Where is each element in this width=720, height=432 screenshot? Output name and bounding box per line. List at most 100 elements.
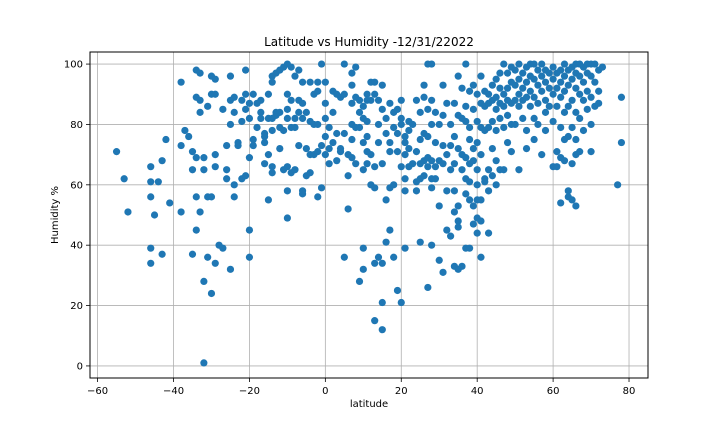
data-point bbox=[538, 60, 546, 68]
data-point bbox=[545, 102, 553, 110]
data-point bbox=[454, 223, 462, 231]
data-point bbox=[177, 141, 185, 150]
data-point bbox=[348, 135, 356, 144]
data-point bbox=[382, 129, 390, 138]
data-point bbox=[458, 166, 466, 174]
data-point bbox=[420, 93, 428, 101]
data-point bbox=[443, 187, 451, 195]
data-point bbox=[598, 63, 607, 71]
data-point bbox=[496, 84, 504, 92]
data-point bbox=[522, 78, 531, 86]
data-point bbox=[560, 72, 569, 80]
data-point bbox=[219, 105, 227, 113]
data-point bbox=[333, 129, 341, 138]
data-point bbox=[333, 157, 341, 165]
data-point bbox=[557, 66, 565, 74]
data-point bbox=[245, 226, 254, 234]
data-point bbox=[545, 84, 553, 92]
data-point bbox=[223, 166, 231, 174]
data-point bbox=[283, 187, 291, 195]
data-point bbox=[503, 138, 512, 147]
data-point bbox=[500, 123, 508, 132]
data-point bbox=[329, 108, 337, 116]
data-point bbox=[614, 181, 622, 189]
data-point bbox=[465, 123, 474, 132]
data-point bbox=[435, 256, 443, 264]
data-point bbox=[477, 196, 485, 204]
data-point bbox=[386, 148, 394, 156]
data-point bbox=[302, 144, 310, 153]
data-point bbox=[500, 102, 508, 110]
data-point bbox=[166, 199, 174, 207]
data-point bbox=[450, 187, 459, 195]
data-point bbox=[576, 114, 584, 123]
data-point bbox=[541, 96, 550, 104]
data-point bbox=[576, 148, 584, 156]
data-point bbox=[500, 90, 508, 98]
data-point bbox=[477, 72, 485, 80]
data-point bbox=[530, 135, 538, 144]
data-point bbox=[538, 151, 546, 159]
data-point bbox=[462, 102, 470, 110]
data-point bbox=[576, 72, 584, 80]
data-point bbox=[469, 157, 477, 165]
data-point bbox=[359, 244, 367, 252]
data-point bbox=[283, 114, 291, 123]
data-point bbox=[503, 69, 512, 77]
data-point bbox=[583, 105, 591, 113]
data-point bbox=[223, 141, 231, 150]
data-point bbox=[371, 90, 379, 98]
data-point bbox=[352, 160, 360, 168]
data-point bbox=[435, 120, 443, 129]
data-point bbox=[211, 163, 219, 171]
data-point bbox=[522, 126, 531, 135]
data-point bbox=[416, 135, 424, 144]
data-point bbox=[515, 60, 523, 68]
data-point bbox=[359, 138, 367, 147]
data-point bbox=[393, 286, 402, 295]
data-point bbox=[431, 163, 440, 171]
data-point bbox=[439, 141, 447, 150]
data-point bbox=[363, 160, 371, 168]
data-point bbox=[249, 135, 257, 144]
data-point bbox=[439, 268, 447, 276]
data-point bbox=[469, 220, 477, 228]
data-point bbox=[147, 163, 155, 171]
data-point bbox=[572, 135, 580, 144]
data-point bbox=[530, 75, 538, 83]
data-point bbox=[230, 93, 238, 101]
data-point bbox=[204, 253, 212, 261]
data-point bbox=[200, 277, 208, 286]
data-point bbox=[465, 87, 474, 95]
data-point bbox=[431, 108, 440, 116]
data-point bbox=[447, 141, 455, 150]
data-point bbox=[306, 78, 314, 86]
data-point bbox=[242, 90, 250, 98]
data-points bbox=[112, 60, 626, 367]
data-point bbox=[538, 87, 546, 95]
data-point bbox=[401, 151, 409, 159]
data-point bbox=[568, 96, 576, 104]
data-point bbox=[587, 93, 595, 101]
data-point bbox=[378, 259, 386, 267]
data-point bbox=[507, 148, 515, 156]
data-point bbox=[549, 63, 557, 71]
data-point bbox=[454, 217, 462, 225]
data-point bbox=[492, 105, 500, 113]
data-point bbox=[226, 72, 235, 80]
data-point bbox=[230, 108, 238, 116]
data-point bbox=[242, 105, 250, 113]
data-point bbox=[340, 90, 348, 98]
data-point bbox=[378, 326, 386, 334]
data-point bbox=[257, 114, 265, 123]
data-point bbox=[473, 229, 481, 237]
data-point bbox=[450, 208, 459, 216]
data-point bbox=[192, 154, 200, 162]
data-point bbox=[177, 78, 185, 86]
data-point bbox=[371, 78, 379, 86]
data-point bbox=[200, 166, 208, 174]
data-point bbox=[363, 90, 371, 98]
x-tick-label: −40 bbox=[163, 386, 184, 397]
data-point bbox=[492, 181, 500, 189]
data-point bbox=[454, 144, 462, 153]
